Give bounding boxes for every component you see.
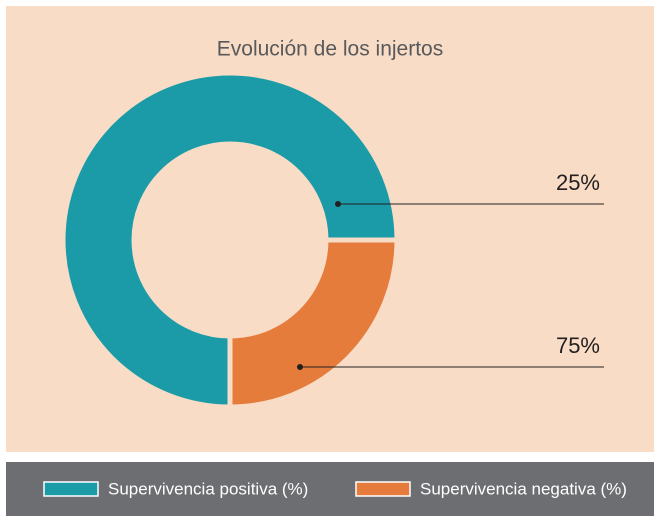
legend-label: Supervivencia positiva (%) [108, 479, 308, 498]
donut-slice [60, 70, 400, 410]
legend-swatch [355, 481, 411, 497]
legend-label: Supervivencia negativa (%) [420, 479, 627, 498]
chart-title: Evolución de los injertos [217, 38, 443, 61]
leader-dot [335, 201, 341, 207]
legend-background [6, 462, 654, 516]
donut-slice [227, 237, 400, 410]
annotation: 75% [556, 333, 600, 358]
leader-dot [297, 364, 303, 370]
legend-swatch [43, 481, 99, 497]
annotation: 25% [556, 170, 600, 195]
